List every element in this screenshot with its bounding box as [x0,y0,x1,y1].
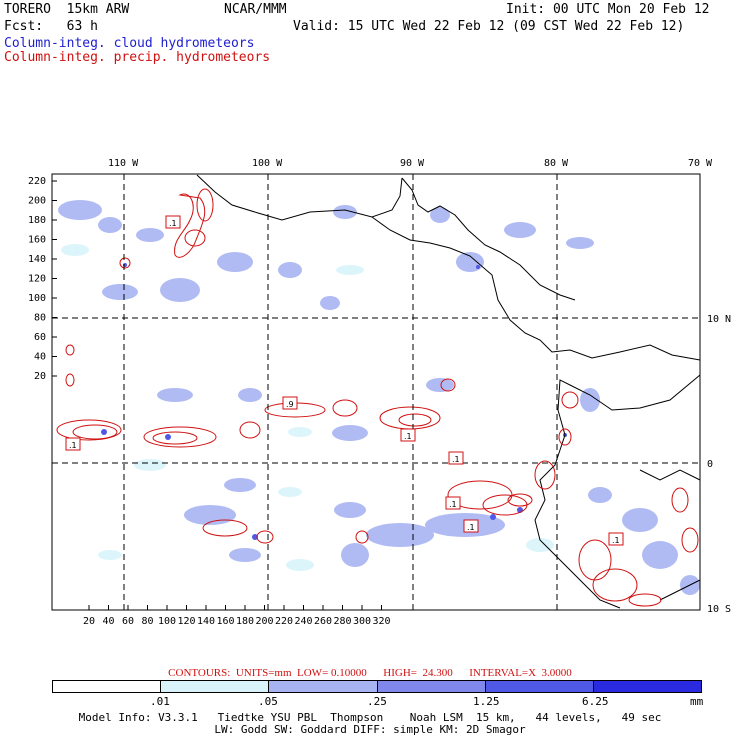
color-legend [52,680,702,693]
legend-tick: 6.25 [582,695,609,708]
legend-swatch [593,681,702,692]
y-tick-label: 140 [28,254,46,265]
forecast-hour: Fcst: 63 h [4,19,98,34]
lat-label: 0 [707,459,713,470]
x-tick-label: 20 [83,616,95,627]
cloud-light-field [61,244,554,571]
lon-label: 90 W [400,158,425,169]
contour-label: .1 [467,523,475,532]
y-tick-label: 220 [28,176,46,187]
model-name: TORERO 15km ARW [4,2,130,17]
x-tick-label: 80 [141,616,153,627]
precip-contours [56,188,699,607]
cloud-hydrometeor-field [58,200,700,595]
legend-swatch [377,681,486,692]
x-tick-label: 240 [294,616,312,627]
lon-label: 110 W [108,158,139,169]
legend-tick: .01 [150,695,170,708]
contour-info: CONTOURS: UNITS=mm LOW= 0.10000 HIGH= 24… [168,667,572,679]
y-tick-label: 200 [28,196,46,207]
legend-swatch [53,681,162,692]
y-tick-label: 180 [28,215,46,226]
lon-label: 100 W [252,158,283,169]
x-tick-label: 200 [255,616,273,627]
x-tick-label: 300 [353,616,371,627]
x-tick-label: 140 [197,616,215,627]
legend-tick: 1.25 [473,695,500,708]
legend-swatch [161,681,270,692]
x-tick-label: 120 [177,616,195,627]
y-tick-label: 60 [34,332,46,343]
field-cloud-label: Column-integ. cloud hydrometeors [4,36,255,51]
lon-label: 70 W [688,158,713,169]
x-tick-label: 320 [372,616,390,627]
y-tick-label: 80 [34,313,46,324]
contour-label: .9 [286,400,294,409]
y-tick-label: 120 [28,274,46,285]
legend-tick: .05 [258,695,278,708]
contour-label-boxes [65,215,624,546]
legend-tick: .25 [367,695,387,708]
x-tick-label: 180 [236,616,254,627]
organization: NCAR/MMM [224,2,287,17]
contour-label: .1 [449,500,457,509]
y-tick-label: 20 [34,371,46,382]
x-tick-label: 220 [275,616,293,627]
lon-label: 80 W [544,158,569,169]
x-tick-label: 60 [122,616,134,627]
y-tick-label: 40 [34,352,46,363]
y-tick-label: 160 [28,235,46,246]
field-precip-label: Column-integ. precip. hydrometeors [4,50,271,65]
coastlines [196,174,701,609]
lat-label: 10 N [707,314,731,325]
legend-swatch [485,681,594,692]
x-tick-label: 40 [102,616,114,627]
lat-label: 10 S [707,604,731,615]
contour-label: .1 [612,536,620,545]
model-info-line2: LW: Godd SW: Goddard DIFF: simple KM: 2D… [214,723,526,736]
contour-label: .1 [452,455,460,464]
x-tick-label: 280 [333,616,351,627]
valid-time: Valid: 15 UTC Wed 22 Feb 12 (09 CST Wed … [293,19,685,34]
y-tick-label: 100 [28,293,46,304]
legend-unit: mm [690,695,704,708]
contour-label: .1 [404,432,412,441]
x-tick-label: 160 [216,616,234,627]
x-tick-label: 100 [158,616,176,627]
legend-swatch [269,681,378,692]
contour-label: .1 [169,219,177,228]
graticule [52,174,700,610]
contour-label: .1 [69,441,77,450]
x-tick-label: 260 [314,616,332,627]
map-frame [51,173,701,611]
init-time: Init: 00 UTC Mon 20 Feb 12 [506,2,710,17]
model-info-line1: Model Info: V3.3.1 Tiedtke YSU PBL Thomp… [78,711,662,724]
